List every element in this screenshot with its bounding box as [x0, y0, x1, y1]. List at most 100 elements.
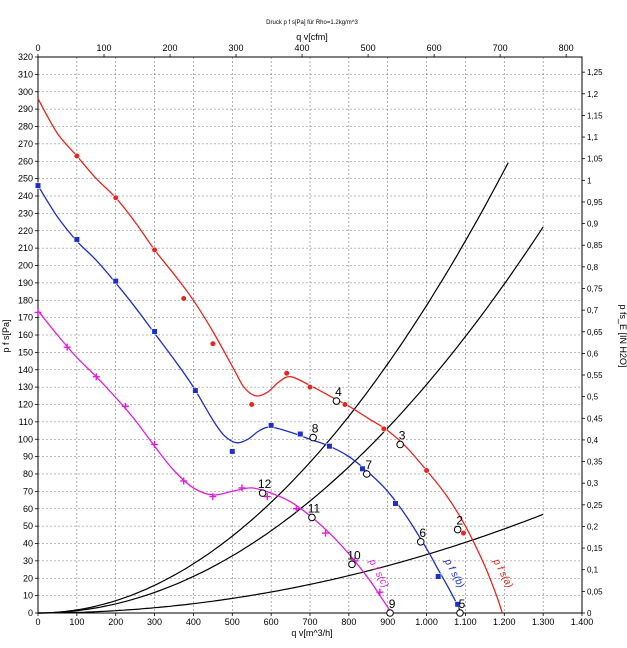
y-tick-label: 100	[18, 434, 33, 444]
right-y-tick-label: 0,5	[587, 393, 599, 402]
data-point-plus	[376, 588, 384, 596]
right-y-tick-label: 0,05	[587, 587, 603, 596]
x-tick-label: 100	[69, 617, 84, 627]
right-y-tick-label: 0,3	[587, 479, 599, 488]
operating-point-label: 9	[389, 597, 396, 611]
series-2	[34, 182, 463, 614]
data-point-plus	[292, 505, 300, 513]
data-point-square	[326, 443, 333, 450]
y-tick-label: 120	[18, 400, 33, 410]
data-point-plus	[180, 477, 188, 485]
operating-point-marker	[386, 609, 394, 617]
top-x-tick-label: 300	[229, 43, 244, 53]
top-x-tick-label: 0	[35, 43, 40, 53]
system-curves	[38, 162, 544, 614]
series-3	[34, 308, 393, 614]
y-tick-label: 250	[18, 174, 33, 184]
series-1	[37, 98, 503, 614]
data-point-square	[454, 601, 461, 608]
operating-point-label: 3	[399, 428, 406, 442]
y-tick-label: 40	[23, 539, 33, 549]
x-tick-label: 800	[341, 617, 356, 627]
y-tick-label: 170	[18, 313, 33, 323]
data-point-circle	[248, 401, 255, 408]
y-tick-label: 110	[19, 417, 33, 427]
operating-point-marker	[396, 440, 404, 449]
data-point-circle	[180, 295, 187, 302]
data-point-circle	[151, 246, 158, 253]
y-tick-label: 180	[18, 295, 33, 305]
x-tick-label: 200	[108, 617, 123, 627]
data-point-square	[151, 328, 158, 335]
bottom-x-axis-label: q v[m^3/h]	[291, 628, 332, 638]
curve-end-label: p f s(b)	[441, 556, 466, 590]
operating-point-label: 5	[459, 597, 466, 611]
right-y-tick-label: 1	[587, 176, 592, 185]
top-x-tick-label: 100	[97, 43, 112, 53]
chart-title: Druck p f s[Pa] für Rho=1.2kg/m^3	[266, 20, 358, 26]
top-x-tick-label: 500	[361, 43, 376, 53]
y-tick-label: 200	[18, 261, 33, 271]
right-y-tick-label: 1,1	[587, 133, 599, 142]
data-point-plus	[92, 373, 100, 381]
x-tick-label: 300	[147, 617, 162, 627]
right-y-tick-label: 1,25	[587, 68, 603, 77]
operating-point-label: 10	[347, 548, 361, 562]
operating-point-label: 4	[335, 385, 342, 399]
operating-point-label: 2	[456, 514, 463, 528]
top-x-tick-label: 400	[295, 43, 310, 53]
top-x-axis-label: q v[cfm]	[296, 32, 328, 42]
data-point-square	[229, 448, 236, 455]
grid	[38, 57, 582, 613]
y-tick-label: 20	[23, 573, 33, 583]
data-point-plus	[34, 308, 42, 316]
right-y-tick-label: 0,15	[587, 544, 603, 553]
x-tick-label: 600	[264, 617, 279, 627]
y-tick-label: 60	[23, 504, 33, 514]
operating-point-marker	[456, 609, 464, 617]
right-y-tick-label: 0,55	[587, 371, 603, 380]
y-tick-label: 230	[18, 208, 33, 218]
right-y-tick-label: 0,1	[587, 566, 599, 575]
data-point-square	[34, 182, 42, 189]
series-line	[37, 98, 503, 614]
y-tick-label: 320	[18, 52, 33, 62]
top-x-tick-label: 200	[163, 43, 178, 53]
data-point-plus	[238, 484, 246, 492]
operating-point-marker	[362, 470, 371, 478]
x-tick-label: 900	[380, 617, 395, 627]
operating-point-marker	[416, 537, 425, 546]
x-tick-label: 0	[35, 617, 40, 627]
y-tick-label: 290	[18, 104, 33, 114]
operating-point-marker	[348, 560, 356, 569]
y-tick-label: 140	[18, 365, 33, 375]
right-y-tick-label: 0,6	[587, 349, 599, 358]
right-y-tick-label: 0,4	[587, 436, 599, 445]
operating-point-marker	[308, 513, 316, 522]
right-y-tick-label: 0,75	[587, 284, 603, 293]
right-y-tick-label: 0,9	[587, 220, 599, 229]
operating-points: 2 3 4 5 6 7 8 9 10 11 12	[258, 385, 466, 617]
operating-point-marker	[309, 433, 317, 442]
top-x-tick-label: 600	[427, 43, 442, 53]
y-tick-label: 70	[23, 486, 33, 496]
y-tick-label: 90	[23, 452, 33, 462]
right-y-tick-label: 1,2	[587, 90, 599, 99]
y-tick-label: 0	[28, 608, 33, 618]
y-tick-label: 190	[18, 278, 33, 288]
right-y-axis-label: p fs_E [IN H2O]	[618, 304, 627, 367]
y-tick-label: 210	[18, 243, 33, 253]
system-curve-2	[38, 226, 544, 614]
series-line	[37, 310, 393, 614]
y-tick-label: 280	[18, 122, 33, 132]
data-point-circle	[423, 467, 430, 474]
data-point-circle	[341, 401, 349, 408]
data-point-circle	[209, 340, 216, 347]
y-tick-label: 310	[18, 69, 33, 79]
system-curve-1	[38, 162, 509, 614]
data-point-plus	[121, 402, 129, 410]
y-tick-label: 260	[18, 156, 33, 166]
right-y-tick-label: 0,25	[587, 501, 603, 510]
x-tick-label: 1.100	[454, 617, 477, 627]
